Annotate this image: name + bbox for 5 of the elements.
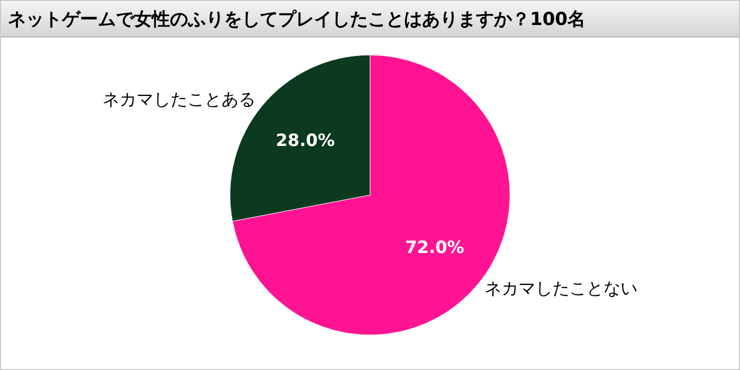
slice-label: ネカマしたことある	[102, 90, 256, 110]
data-label: 72.0%	[405, 238, 464, 258]
slice-label: ネカマしたことない	[484, 279, 638, 300]
data-label: 28.0%	[276, 131, 335, 152]
chart-title: ネットゲームで女性のふりをしてプレイしたことはありますか？100名	[8, 8, 586, 30]
